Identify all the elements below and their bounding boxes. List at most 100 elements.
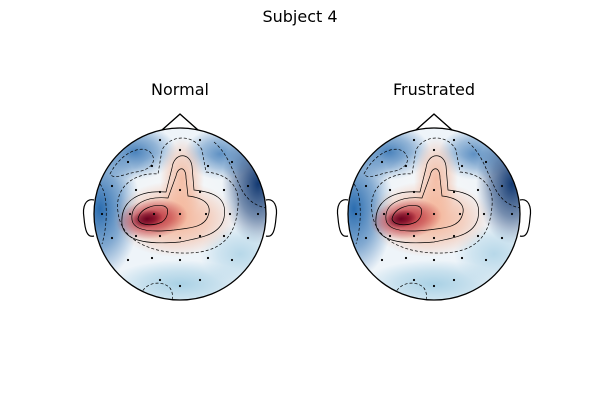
sensor-dot [222,234,226,238]
contour-line [139,282,173,300]
sensor-dot [476,234,480,238]
contour-line [385,168,464,232]
head-outline [93,127,267,301]
sensor-dot [198,278,202,282]
sensor-dot [206,164,210,168]
sensor-dot [458,212,462,216]
sensor-dot [452,138,456,142]
sensor-dot [364,236,368,240]
sensor-dot [256,212,260,216]
contour-line [353,183,361,245]
sensor-dot [158,278,162,282]
contour-line [121,155,226,244]
sensor-dot [412,190,416,194]
sensor-dot [460,256,464,260]
sensor-dot [158,190,162,194]
sensor-dot [476,188,480,192]
contour-line [371,137,493,254]
sensor-dot [354,212,358,216]
head-outline [347,127,521,301]
contour-line [467,141,520,209]
topomap-normal [82,113,278,301]
contour-line [131,168,210,232]
sensor-dot [432,236,436,240]
sensor-dot [500,236,504,240]
sensor-dot [432,284,436,288]
sensor-dot [178,284,182,288]
sensor-dot [178,188,182,192]
sensor-dot [484,258,488,262]
sensor-dot [126,160,130,164]
sensor-dot [134,234,138,238]
sensor-dot [380,160,384,164]
sensor-dot [510,212,514,216]
sensor-dot [150,256,154,260]
sensor-dot [406,212,410,216]
sensor-dot [364,184,368,188]
sensor-dot [204,212,208,216]
sensor-dot [388,188,392,192]
sensor-dot [126,258,130,262]
sensor-dot [110,184,114,188]
sensor-dot [134,188,138,192]
contour-line [393,282,427,300]
topomap-field [348,128,520,300]
sensor-dot [158,234,162,238]
figure-title: Subject 4 [262,7,338,26]
sensor-dot [152,212,156,216]
sensor-dot [110,236,114,240]
sensor-dot [452,190,456,194]
sensor-dot [178,212,182,216]
sensor-dot [100,212,104,216]
sensor-dot [382,212,386,216]
sensor-dot [230,258,234,262]
sensor-dot [246,236,250,240]
sensor-dot [432,212,436,216]
sensor-dot [412,234,416,238]
panel-title-frustrated: Frustrated [392,80,476,99]
sensor-dot [178,148,182,152]
right-ear-outline [519,199,532,237]
sensor-dot [206,256,210,260]
topomap-field [94,128,266,300]
sensor-dot [482,212,486,216]
topomap-frustrated [336,113,532,301]
contour-line [213,141,266,209]
sensor-dot [198,138,202,142]
sensor-dot [150,164,154,168]
sensor-dot [198,190,202,194]
sensor-dot [158,138,162,142]
sensor-dot [452,234,456,238]
sensor-dot [432,188,436,192]
sensor-dot [500,184,504,188]
sensor-dot [460,164,464,168]
contour-line [117,137,239,254]
left-ear-outline [82,199,95,237]
topomap-panel-normal: Normal [60,78,300,308]
contour-line [99,183,107,245]
sensor-dot [128,212,132,216]
sensor-dot [432,258,436,262]
panel-title-normal: Normal [151,80,209,99]
sensor-dot [246,184,250,188]
contour-line [137,205,168,226]
sensor-dot [484,160,488,164]
sensor-dot [178,258,182,262]
sensor-dot [412,138,416,142]
topomap-panel-frustrated: Frustrated [314,78,554,308]
sensor-dot [432,148,436,152]
sensor-dot [404,164,408,168]
sensor-dot [404,256,408,260]
sensor-dot [452,278,456,282]
right-ear-outline [265,199,278,237]
sensor-dot [230,160,234,164]
sensor-dot [228,212,232,216]
sensor-dot [178,236,182,240]
sensor-dot [388,234,392,238]
sensor-dot [412,278,416,282]
left-ear-outline [336,199,349,237]
sensor-dot [380,258,384,262]
contour-line [375,155,480,244]
contour-line [391,205,422,226]
sensor-dot [222,188,226,192]
